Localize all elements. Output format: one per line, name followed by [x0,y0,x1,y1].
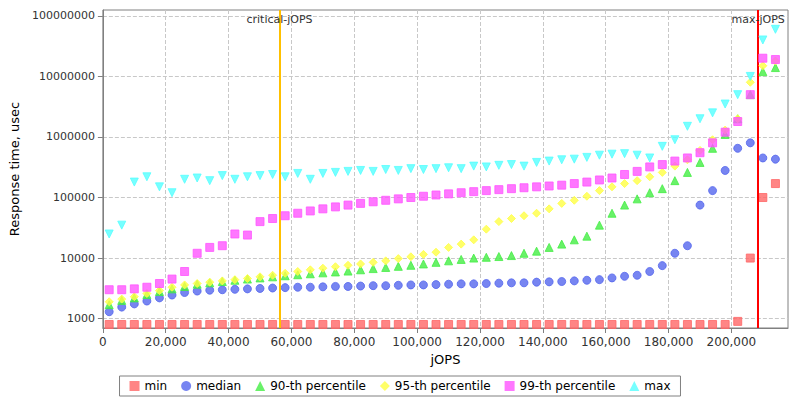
svg-text:20,000: 20,000 [145,335,187,349]
svg-text:99-th percentile: 99-th percentile [520,379,616,393]
svg-text:140,000: 140,000 [518,335,568,349]
svg-text:1000: 1000 [67,312,95,325]
svg-text:median: median [196,379,241,393]
svg-text:180,000: 180,000 [644,335,694,349]
svg-text:10000: 10000 [60,252,95,265]
svg-text:critical-jOPS: critical-jOPS [246,13,312,26]
svg-text:200,000: 200,000 [707,335,757,349]
svg-text:jOPS: jOPS [429,352,460,367]
svg-text:min: min [145,379,168,393]
svg-text:60,000: 60,000 [270,335,312,349]
svg-text:100,000: 100,000 [392,335,442,349]
svg-text:120,000: 120,000 [455,335,505,349]
svg-text:90-th percentile: 90-th percentile [270,379,366,393]
svg-text:Response time, usec: Response time, usec [7,102,22,236]
svg-text:80,000: 80,000 [333,335,375,349]
svg-text:40,000: 40,000 [208,335,250,349]
svg-text:100000000: 100000000 [32,9,95,22]
svg-text:0: 0 [99,335,107,349]
svg-text:95-th percentile: 95-th percentile [395,379,491,393]
svg-text:10000000: 10000000 [39,70,95,83]
svg-text:max-jOPS: max-jOPS [732,13,785,26]
svg-text:1000000: 1000000 [46,130,95,143]
svg-text:160,000: 160,000 [581,335,631,349]
svg-text:max: max [644,379,670,393]
svg-text:100000: 100000 [53,191,95,204]
